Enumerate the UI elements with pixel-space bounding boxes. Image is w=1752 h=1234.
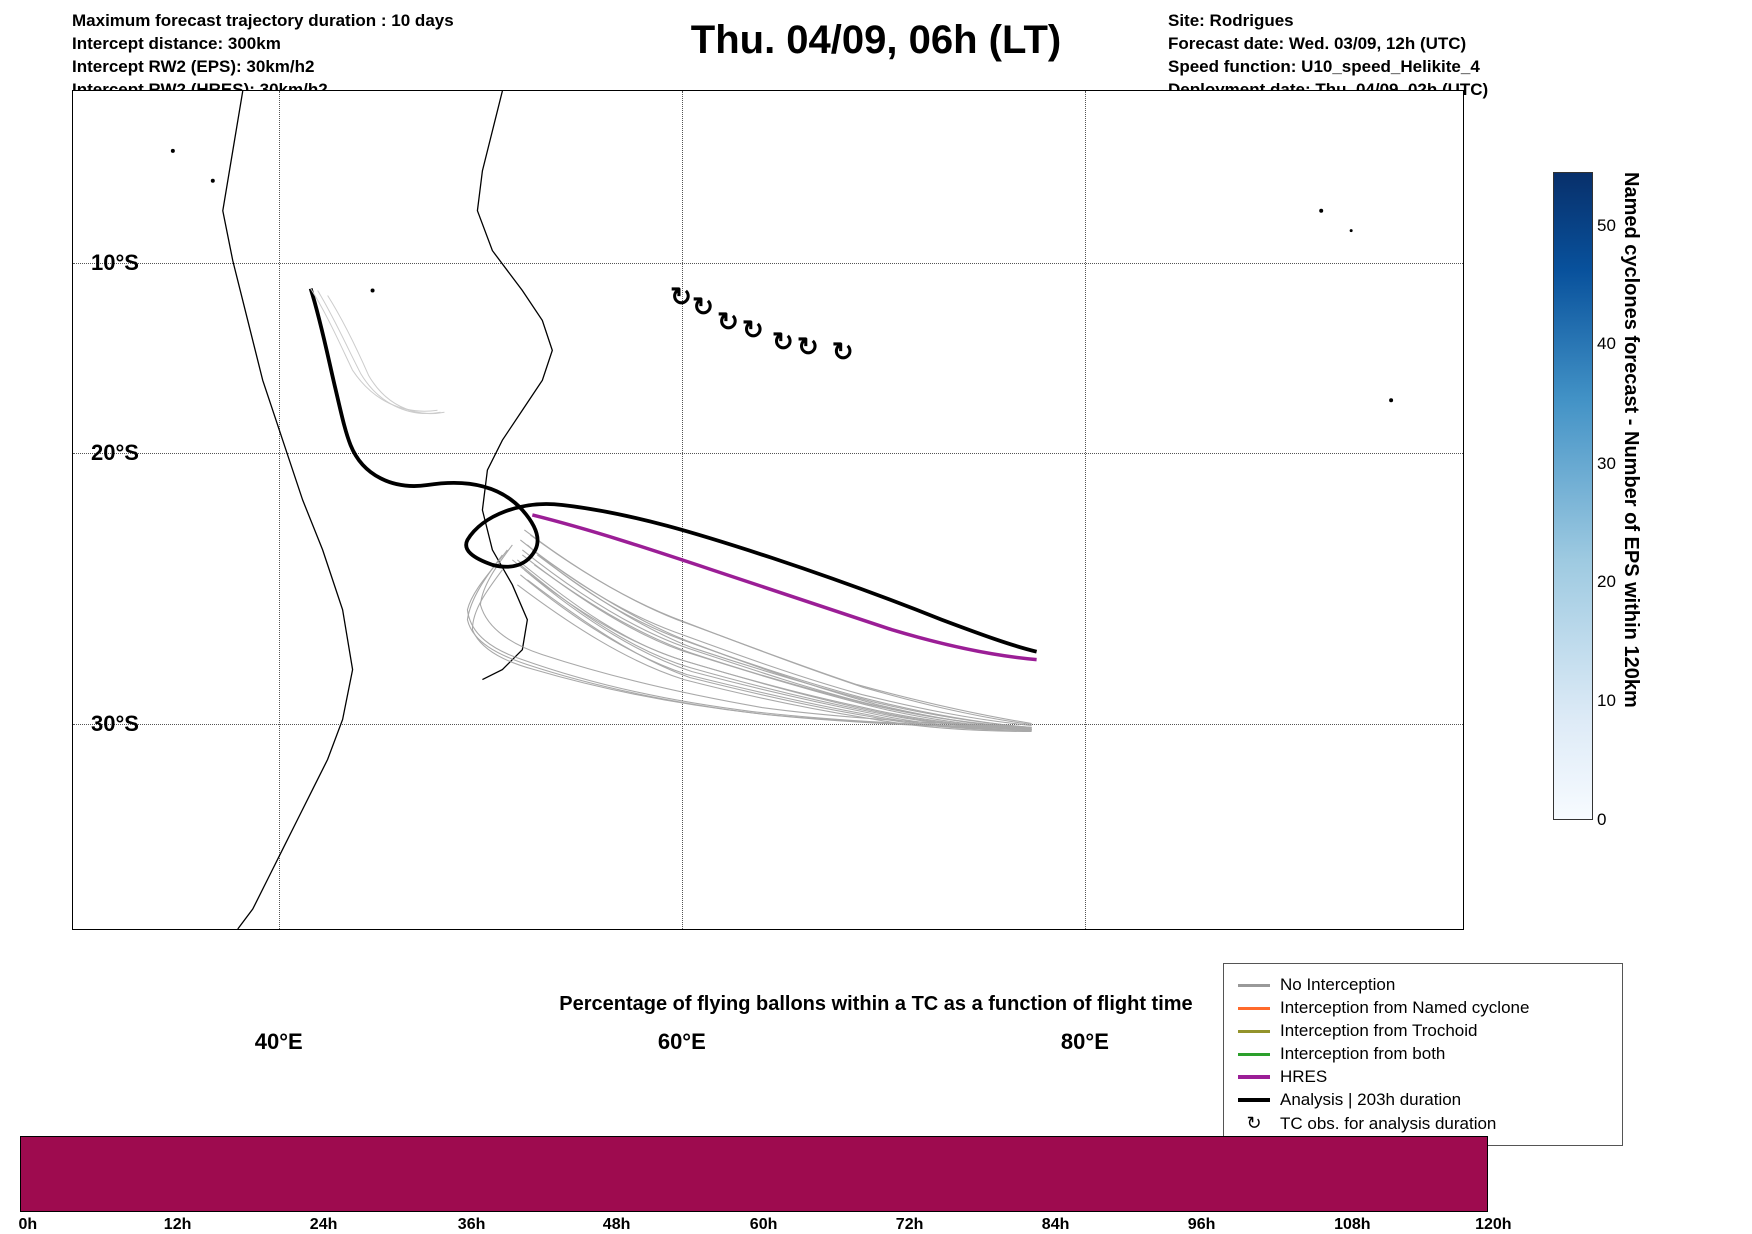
africa-coastline xyxy=(223,91,353,929)
flight-tick-84h: 84h xyxy=(1042,1216,1070,1234)
legend-item-both: Interception from both xyxy=(1238,1044,1608,1064)
flight-tick-36h: 36h xyxy=(458,1216,486,1234)
legend-item-hres: HRES xyxy=(1238,1067,1608,1087)
analysis-track xyxy=(311,289,1037,652)
flight-tick-60h: 60h xyxy=(750,1216,778,1234)
x-tick-40E: 40°E xyxy=(255,1029,303,1055)
colorbar-title: Named cyclones forecast - Number of EPS … xyxy=(1612,172,1642,820)
svg-text:↻: ↻ xyxy=(717,308,739,336)
svg-text:↻: ↻ xyxy=(692,293,714,321)
map-legend[interactable]: No Interception Interception from Named … xyxy=(1223,963,1623,1146)
legend-item-analysis: Analysis | 203h duration xyxy=(1238,1090,1608,1110)
svg-text:↻: ↻ xyxy=(797,333,819,361)
legend-item-no-interception: No Interception xyxy=(1238,975,1608,995)
flight-tick-24h: 24h xyxy=(310,1216,338,1234)
map-panel[interactable]: ↻ ↻ ↻ ↻ ↻ ↻ ↻ 40°E 60°E 80°E 100°E 10°S … xyxy=(72,90,1464,930)
ensemble-tracks xyxy=(467,530,1031,732)
svg-text:↻: ↻ xyxy=(670,283,692,311)
map-svg: ↻ ↻ ↻ ↻ ↻ ↻ ↻ xyxy=(73,91,1463,929)
colorbar-gradient xyxy=(1553,172,1593,820)
tc-obs-symbols: ↻ ↻ ↻ ↻ ↻ ↻ ↻ xyxy=(670,283,854,366)
flight-tick-12h: 12h xyxy=(164,1216,192,1234)
flight-tick-0h: 0h xyxy=(19,1216,38,1234)
main-title: Thu. 04/09, 06h (LT) xyxy=(0,18,1752,63)
colorbar-tick-0: 0 xyxy=(1597,810,1606,830)
legend-item-trochoid: Interception from Trochoid xyxy=(1238,1021,1608,1041)
legend-item-tc-obs: ↻ TC obs. for analysis duration xyxy=(1238,1113,1608,1134)
colorbar-container[interactable]: 0 10 20 30 40 50 xyxy=(1553,172,1593,820)
flight-tick-108h: 108h xyxy=(1334,1216,1370,1234)
flight-tick-120h: 120h xyxy=(1475,1216,1511,1234)
y-tick-20S: 20°S xyxy=(91,440,139,466)
flight-tick-48h: 48h xyxy=(603,1216,631,1234)
flight-tick-96h: 96h xyxy=(1188,1216,1216,1234)
svg-text:↻: ↻ xyxy=(832,338,854,366)
x-tick-80E: 80°E xyxy=(1061,1029,1109,1055)
x-tick-60E: 60°E xyxy=(658,1029,706,1055)
y-tick-30S: 30°S xyxy=(91,711,139,737)
cyclone-icon: ↻ xyxy=(1238,1113,1270,1134)
svg-text:↻: ↻ xyxy=(772,328,794,356)
svg-text:↻: ↻ xyxy=(742,316,764,344)
y-tick-10S: 10°S xyxy=(91,250,139,276)
early-forecast-lines xyxy=(311,289,445,414)
flight-tick-72h: 72h xyxy=(896,1216,924,1234)
flight-percentage-bar[interactable] xyxy=(20,1136,1488,1212)
flight-bar-title: Percentage of flying ballons within a TC… xyxy=(0,993,1752,1016)
